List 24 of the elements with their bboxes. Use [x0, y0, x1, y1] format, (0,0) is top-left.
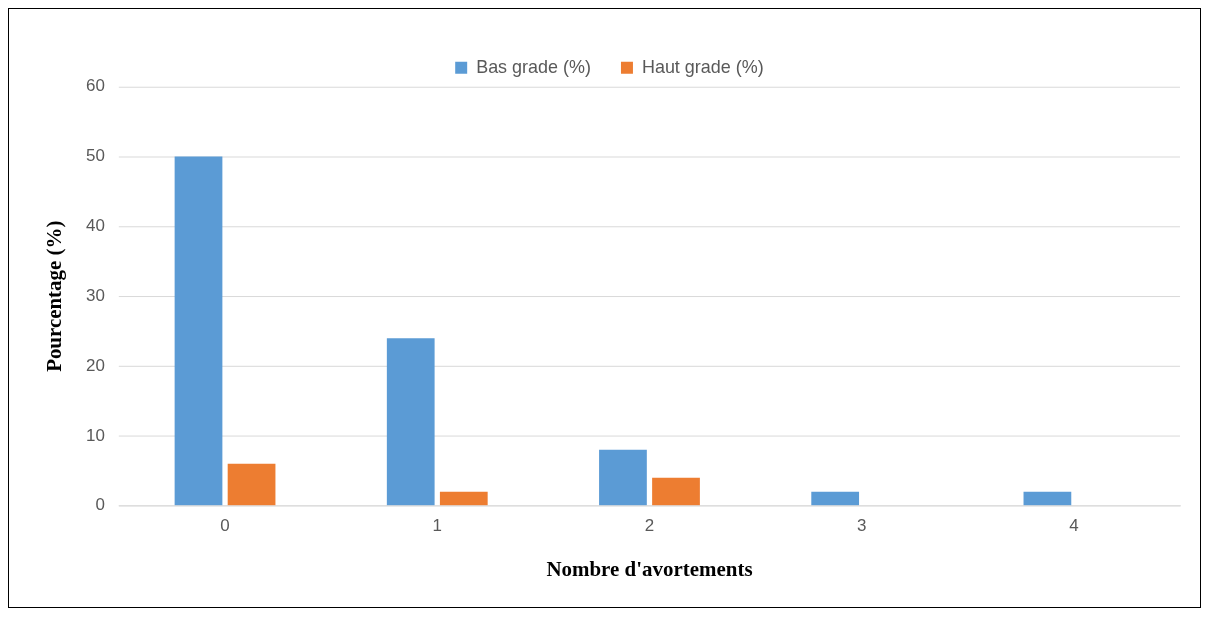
bar	[1023, 491, 1072, 506]
x-tick-label: 4	[1069, 515, 1079, 535]
bar	[811, 491, 860, 506]
legend-label: Bas grade (%)	[476, 56, 591, 77]
y-axis-title: Pourcentage (%)	[41, 220, 66, 372]
bar	[599, 449, 647, 506]
bar	[652, 477, 700, 506]
x-axis-title: Nombre d'avortements	[546, 556, 753, 581]
x-tick-label: 1	[432, 515, 442, 535]
y-tick-label: 20	[86, 355, 105, 375]
legend-label: Haut grade (%)	[641, 56, 764, 77]
y-tick-label: 50	[86, 146, 105, 166]
x-tick-label: 0	[220, 515, 230, 535]
y-tick-label: 40	[86, 216, 105, 236]
bar	[227, 463, 276, 506]
x-tick-label: 2	[644, 515, 655, 535]
y-tick-label: 30	[86, 285, 105, 305]
y-tick-label: 60	[86, 76, 105, 96]
x-tick-label: 3	[856, 515, 867, 535]
y-tick-label: 10	[86, 425, 105, 445]
bar	[174, 156, 223, 506]
bar	[386, 338, 435, 506]
bar	[439, 491, 488, 506]
y-tick-label: 0	[95, 495, 105, 515]
